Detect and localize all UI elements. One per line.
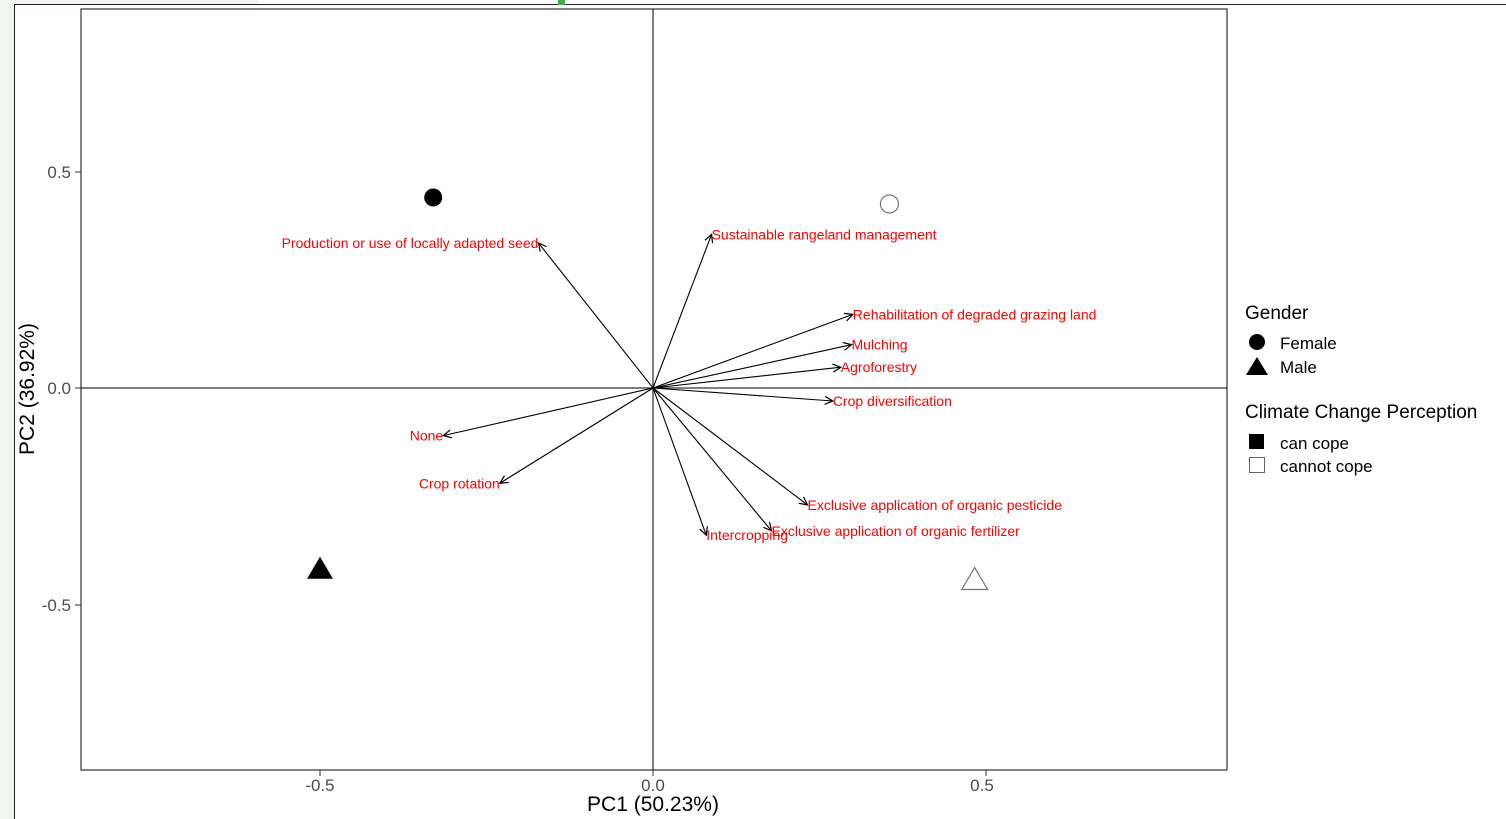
score-points (307, 188, 989, 591)
y-tick-label: -0.5 (42, 596, 71, 615)
loading-arrow (500, 387, 654, 483)
loading-arrow (652, 367, 841, 389)
loading-label: Exclusive application of organic pestici… (808, 497, 1063, 513)
legend-cannot-cope-symbol (1249, 457, 1265, 473)
loading-label: Production or use of locally adapted see… (282, 235, 539, 251)
x-tick-label: 0.0 (641, 776, 665, 795)
score-point-male-cannot-cope (960, 566, 989, 591)
score-point-female-can-cope (424, 188, 443, 207)
y-tick-label: 0.5 (47, 163, 71, 182)
y-axis-title: PC2 (36.92%) (16, 323, 39, 455)
loading-label: Mulching (851, 337, 907, 353)
loading-label: Rehabilitation of degraded grazing land (853, 306, 1097, 322)
legend-male-symbol (1246, 357, 1268, 375)
loading-arrow (538, 243, 654, 389)
legend-can-cope-symbol (1249, 434, 1264, 449)
legend-cannot-cope-label: cannot cope (1280, 457, 1373, 476)
legend-perception-title: Climate Change Perception (1245, 402, 1477, 423)
green-marker (558, 0, 565, 5)
x-tick-label: 0.5 (970, 776, 994, 795)
loading-arrow (652, 345, 851, 389)
legend-male-label: Male (1280, 358, 1317, 377)
x-tick-label: -0.5 (305, 776, 334, 795)
loading-label: Sustainable rangeland management (712, 226, 937, 242)
loading-label: Agroforestry (841, 359, 917, 375)
legend-can-cope-label: can cope (1280, 434, 1349, 453)
legend-female-label: Female (1280, 334, 1337, 353)
loading-label: Exclusive application of organic fertili… (772, 523, 1021, 539)
score-point-female-cannot-cope (879, 194, 900, 214)
legend: Gender Female Male Climate Change Percep… (1245, 303, 1477, 476)
loading-label: Crop rotation (419, 475, 500, 491)
loading-label: Intercropping (706, 527, 788, 543)
loading-arrow (652, 387, 833, 401)
score-point-male-can-cope (307, 556, 333, 579)
loading-arrow (652, 387, 808, 505)
page-top-margin (14, 0, 259, 4)
y-tick-label: 0.0 (47, 379, 71, 398)
loading-arrow (652, 387, 772, 531)
page-left-margin (0, 0, 14, 819)
loading-arrow (443, 387, 654, 436)
loading-arrow (652, 234, 712, 389)
legend-gender-title: Gender (1245, 303, 1309, 324)
legend-female-symbol (1249, 334, 1265, 350)
loading-label: None (410, 428, 444, 444)
loading-label: Crop diversification (833, 393, 952, 409)
x-axis-title: PC1 (50.23%) (587, 793, 719, 816)
loading-arrow (652, 387, 706, 535)
loading-arrows: Production or use of locally adapted see… (282, 226, 1097, 543)
loading-arrow (652, 314, 853, 389)
